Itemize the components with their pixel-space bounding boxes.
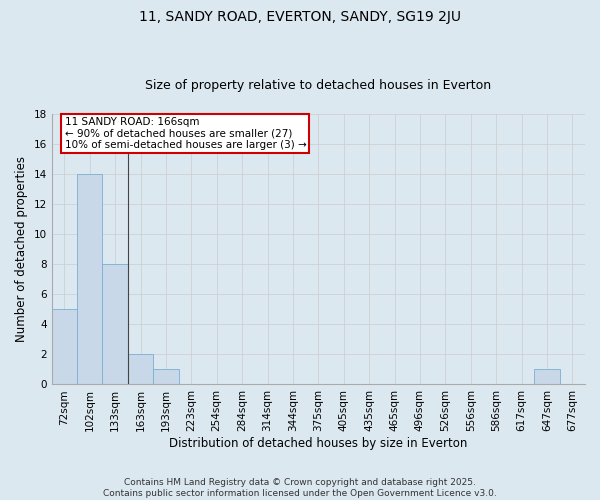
Bar xyxy=(128,354,153,384)
Bar xyxy=(153,370,179,384)
Bar xyxy=(52,310,77,384)
Text: 11, SANDY ROAD, EVERTON, SANDY, SG19 2JU: 11, SANDY ROAD, EVERTON, SANDY, SG19 2JU xyxy=(139,10,461,24)
Text: Contains HM Land Registry data © Crown copyright and database right 2025.
Contai: Contains HM Land Registry data © Crown c… xyxy=(103,478,497,498)
Bar xyxy=(103,264,128,384)
Y-axis label: Number of detached properties: Number of detached properties xyxy=(15,156,28,342)
X-axis label: Distribution of detached houses by size in Everton: Distribution of detached houses by size … xyxy=(169,437,467,450)
Title: Size of property relative to detached houses in Everton: Size of property relative to detached ho… xyxy=(145,79,491,92)
Bar xyxy=(77,174,103,384)
Text: 11 SANDY ROAD: 166sqm
← 90% of detached houses are smaller (27)
10% of semi-deta: 11 SANDY ROAD: 166sqm ← 90% of detached … xyxy=(65,117,307,150)
Bar xyxy=(534,370,560,384)
